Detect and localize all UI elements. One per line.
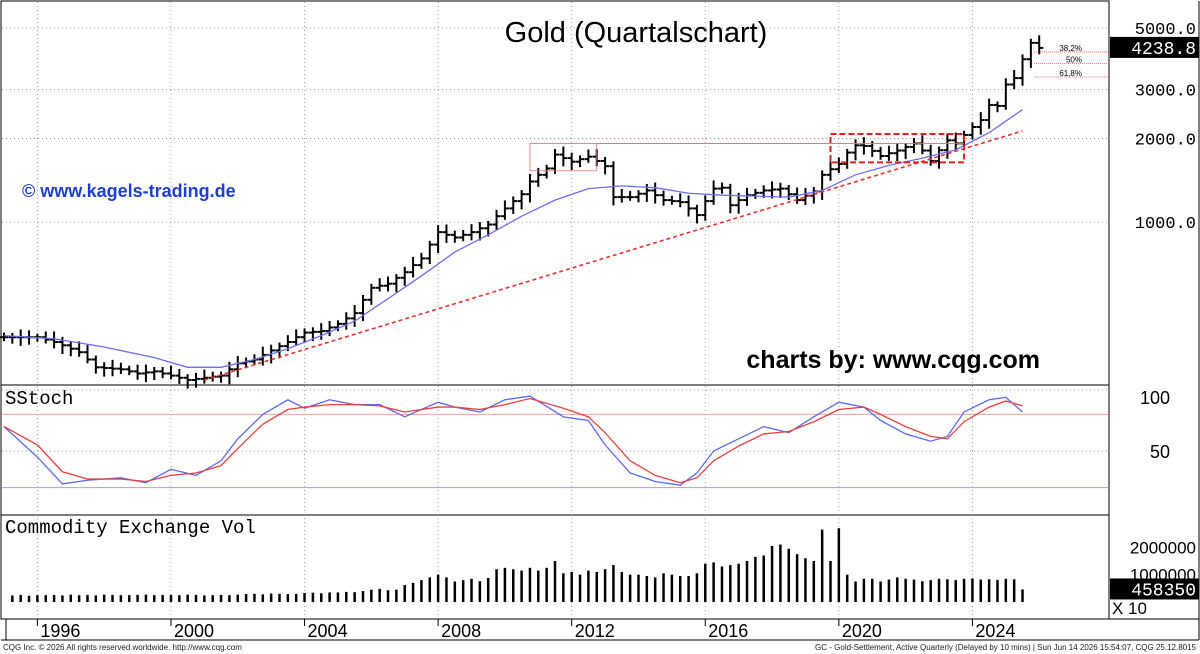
support-trendline <box>204 130 1023 381</box>
x-tick-label: 2000 <box>174 621 214 641</box>
volume-plot <box>11 528 1024 602</box>
price-tick-label: 3000.0 <box>1135 83 1196 102</box>
last-price-box <box>1110 36 1199 58</box>
consolidation-box-2020 <box>829 133 966 164</box>
x-tick-label: 2020 <box>842 621 882 641</box>
watermark-kagels: © www.kagels-trading.de <box>22 181 236 201</box>
x-tick-label: 2008 <box>441 621 481 641</box>
price-tick-label: 1000.0 <box>1135 215 1196 234</box>
x-tick-label: 2024 <box>975 621 1015 641</box>
price-tick-label: 2000.0 <box>1135 131 1196 150</box>
fib-level-label: 61,8% <box>1059 69 1082 78</box>
stoch-tick-label: 50 <box>1150 442 1170 462</box>
price-tick-label: 5000.0 <box>1135 21 1196 40</box>
watermark-cqg: charts by: www.cqg.com <box>746 346 1040 374</box>
volume-label: Commodity Exchange Vol <box>5 517 256 539</box>
stoch-d-line <box>3 397 1023 484</box>
chart-title: Gold (Quartalschart) <box>505 17 768 49</box>
consolidation-box-2011 <box>529 143 598 172</box>
x-tick-label: 2012 <box>575 621 615 641</box>
stoch-tick-label: 100 <box>1140 388 1170 408</box>
x-tick-label: 1996 <box>40 621 80 641</box>
axis-labels: 1996 2000 2004 2008 2012 2016 2020 2024 1000.0 20… <box>5 21 1199 641</box>
last-price-label: 4238.8 <box>1131 40 1196 60</box>
last-volume-box <box>1110 578 1199 600</box>
volume-tick-label: 2000000 <box>1130 538 1196 557</box>
footer: CQG Inc. © 2026 All rights reserved worl… <box>0 641 1200 654</box>
gridlines <box>2 2 1108 618</box>
moving-average-line <box>3 109 1023 368</box>
volume-multiplier-label: X 10 <box>1112 599 1147 618</box>
footer-contract-info: GC - Gold-Settlement, Active Quarterly (… <box>815 643 1196 652</box>
x-tick-label: 2016 <box>708 621 748 641</box>
stoch-plot <box>2 395 1108 489</box>
price-plot: 38,2% 50% 61,8% <box>0 35 1108 389</box>
footer-copyright: CQG Inc. © 2026 All rights reserved worl… <box>3 643 242 652</box>
stoch-label: SStoch <box>5 388 73 410</box>
stoch-panel-frame <box>0 384 1110 516</box>
fib-level-label: 50% <box>1066 56 1082 65</box>
stoch-k-line <box>3 395 1023 486</box>
fib-level-label: 38,2% <box>1059 44 1082 53</box>
last-volume-label: 458350 <box>1131 581 1196 601</box>
x-tick-label: 2004 <box>308 621 348 641</box>
